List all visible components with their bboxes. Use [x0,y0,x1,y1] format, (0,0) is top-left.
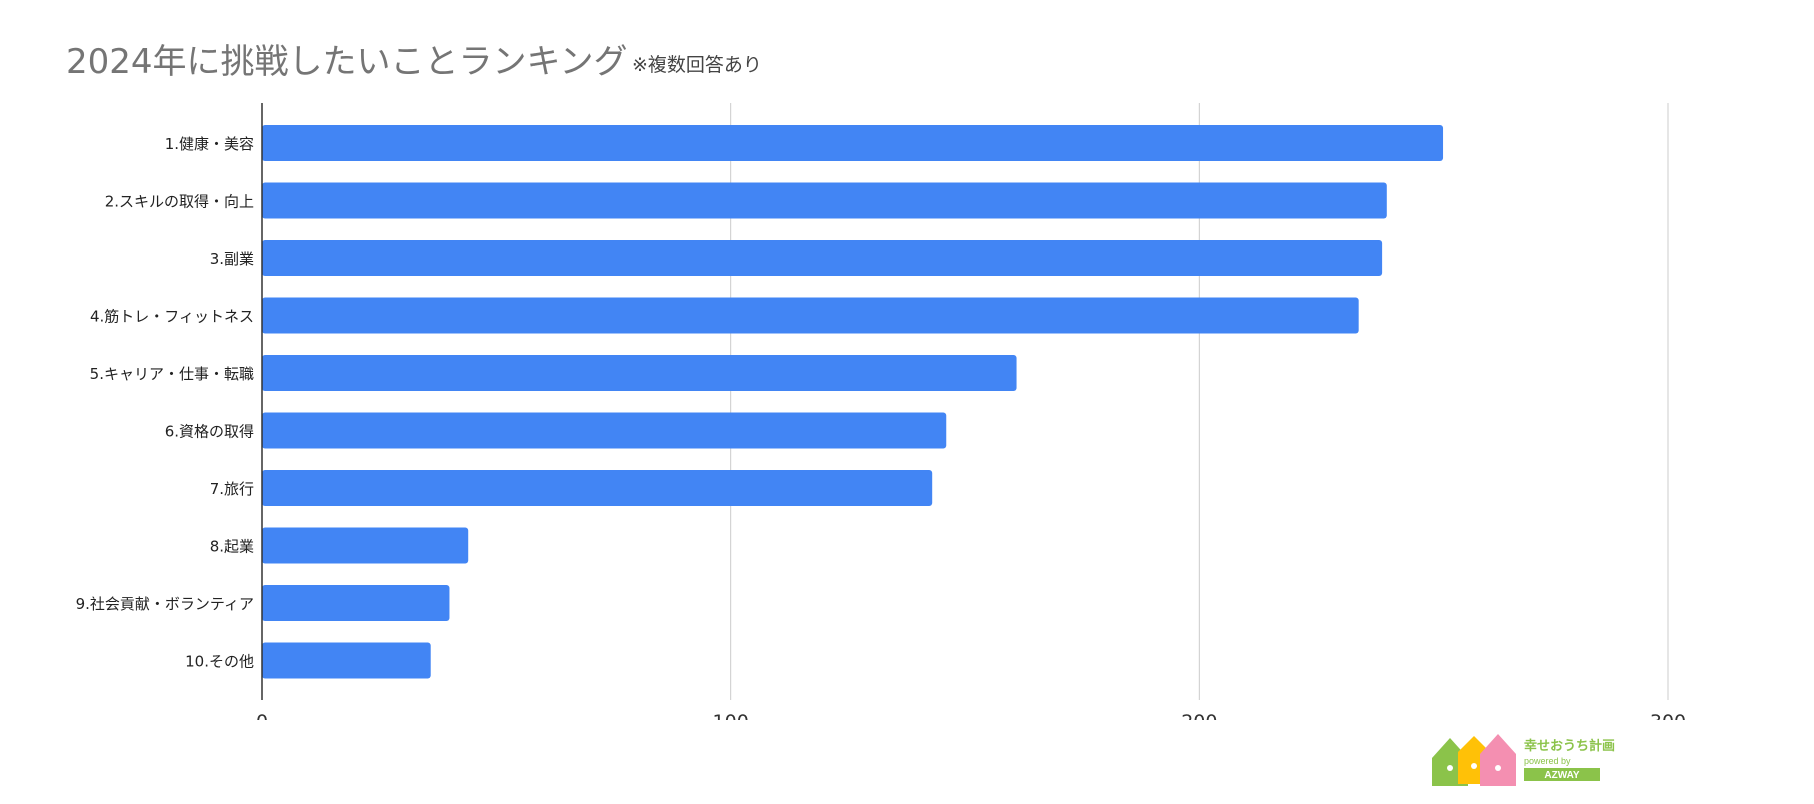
bar [262,240,1383,276]
category-label: 3.副業 [210,250,254,268]
bar [262,642,431,679]
category-label: 2.スキルの取得・向上 [105,193,254,211]
logo-brand: AZWAY [1544,770,1580,781]
category-label: 1.健康・美容 [165,135,254,153]
x-tick-label: 200 [1181,711,1217,720]
category-label: 5.キャリア・仕事・転職 [90,365,254,383]
category-label: 7.旅行 [210,480,254,498]
bar [262,470,933,506]
bar [262,125,1444,161]
bar [262,297,1359,334]
bars [262,125,1444,679]
brand-logo: 幸せおうち計画 powered by AZWAY [1432,734,1615,786]
category-label: 9.社会貢献・ボランティア [76,595,254,613]
bar [262,412,947,449]
category-label: 10.その他 [185,653,254,671]
logo-name: 幸せおうち計画 [1524,738,1615,753]
x-tick-label: 300 [1650,711,1686,720]
house-icon [1432,734,1516,786]
category-label: 6.資格の取得 [165,423,254,441]
chart-note: ※複数回答あり [632,54,762,76]
bar [262,355,1017,391]
chart-title: 2024年に挑戦したいことランキング [66,42,628,82]
bar [262,527,469,564]
x-tick-label: 0 [256,711,268,720]
bar [262,182,1387,219]
bar [262,585,450,621]
x-tick-label: 100 [713,711,749,720]
x-tick-labels: 0 100 200 300 [256,711,1686,720]
category-label: 4.筋トレ・フィットネス [90,308,254,326]
category-label: 8.起業 [210,538,254,556]
logo-sub: powered by [1524,756,1571,766]
category-labels: 1.健康・美容 2.スキルの取得・向上 3.副業 4.筋トレ・フィットネス 5.キャリア… [76,135,254,671]
bar-chart: 1.健康・美容 2.スキルの取得・向上 3.副業 4.筋トレ・フィットネス 5.キャリア… [76,103,1686,720]
